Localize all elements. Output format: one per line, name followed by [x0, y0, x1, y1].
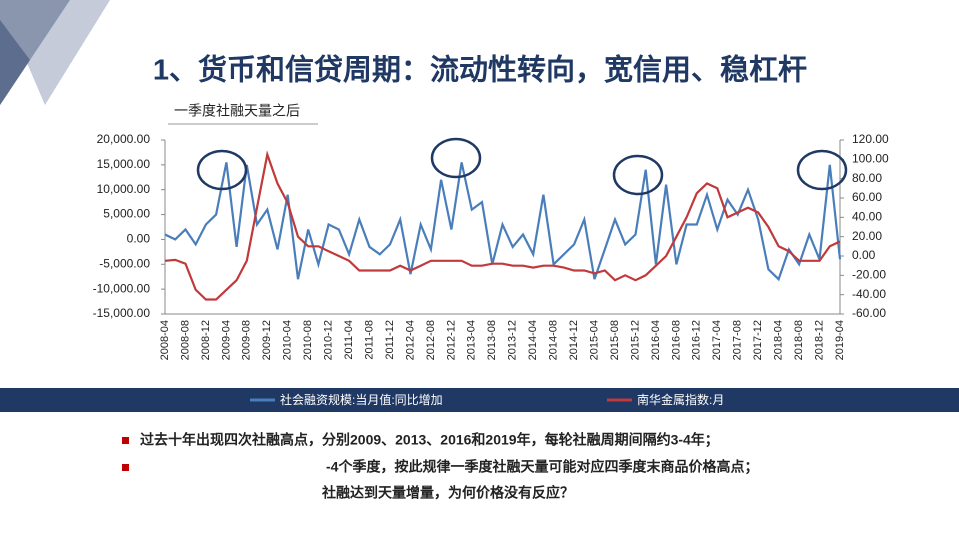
- annotation-circles: [196, 137, 848, 196]
- x-tick-label: 2016-12: [691, 320, 703, 360]
- x-tick-label: 2008-12: [200, 320, 212, 360]
- x-tick-label: 2011-04: [343, 320, 355, 360]
- y-tick-label: -10,000.00: [93, 281, 151, 295]
- circle: [430, 137, 482, 179]
- x-tick-label: 2013-08: [486, 320, 498, 360]
- y2-tick-label: 80.00: [852, 171, 882, 185]
- x-tick-label: 2008-08: [179, 320, 191, 360]
- x-tick-label: 2011-12: [384, 320, 396, 360]
- x-tick-label: 2011-08: [363, 320, 375, 360]
- x-tick-label: 2012-08: [425, 320, 437, 360]
- subtitle: 一季度社融天量之后: [174, 103, 300, 119]
- legend-band: [0, 388, 959, 412]
- legend-label: 南华金属指数:月: [637, 392, 724, 407]
- x-tick-label: 2009-12: [261, 320, 273, 360]
- y-tick-label: 15,000.00: [97, 157, 151, 171]
- x-tick-label: 2017-04: [711, 320, 723, 360]
- x-tick-label: 2018-12: [813, 320, 825, 360]
- circle: [196, 149, 248, 191]
- y2-tick-label: 100.00: [852, 152, 889, 166]
- legend-label: 社会融资规模:当月值:同比增加: [280, 392, 443, 407]
- y-tick-label: -15,000.00: [93, 306, 151, 320]
- y2-tick-label: -60.00: [852, 306, 886, 320]
- x-tick-label: 2014-08: [548, 320, 560, 360]
- bullet-text: 社融达到天量增量，为何价格没有反应？: [321, 485, 574, 501]
- x-tick-label: 2014-12: [568, 320, 580, 360]
- x-tick-label: 2017-12: [752, 320, 764, 360]
- y2-tick-label: -20.00: [852, 268, 886, 282]
- x-tick-label: 2018-04: [773, 320, 785, 360]
- x-tick-label: 2015-04: [588, 320, 600, 360]
- bullet: [122, 437, 129, 444]
- y2-tick-label: 0.00: [852, 248, 876, 262]
- x-tick-label: 2014-04: [527, 320, 539, 360]
- x-tick-label: 2015-12: [629, 320, 641, 360]
- x-tick-label: 2013-12: [507, 320, 519, 360]
- x-tick-label: 2019-04: [834, 320, 846, 360]
- x-tick-label: 2017-08: [732, 320, 744, 360]
- y2-tick-label: 120.00: [852, 132, 889, 146]
- y-tick-label: 5,000.00: [103, 207, 150, 221]
- x-tick-label: 2018-08: [793, 320, 805, 360]
- x-tick-label: 2010-04: [282, 320, 294, 360]
- x-tick-label: 2013-04: [466, 320, 478, 360]
- x-tick-label: 2008-04: [159, 320, 171, 360]
- y-tick-label: 20,000.00: [97, 132, 151, 146]
- x-tick-label: 2016-08: [670, 320, 682, 360]
- circle: [612, 154, 664, 196]
- x-tick-label: 2009-08: [241, 320, 253, 360]
- x-tick-label: 2016-04: [650, 320, 662, 360]
- x-tick-label: 2012-12: [445, 320, 457, 360]
- y2-tick-label: 40.00: [852, 210, 882, 224]
- circle: [796, 149, 848, 191]
- series-line: [164, 162, 842, 282]
- bullet: [122, 464, 129, 471]
- bullet-text: -4个季度，按此规律一季度社融天量可能对应四季度末商品价格高点；: [326, 459, 758, 476]
- x-tick-label: 2010-12: [323, 320, 335, 360]
- y-tick-label: -5,000.00: [99, 256, 150, 270]
- y-tick-label: 0.00: [127, 232, 151, 246]
- slide-title: 1、货币和信贷周期：流动性转向，宽信用、稳杠杆: [153, 53, 807, 87]
- y2-tick-label: -40.00: [852, 287, 886, 301]
- series-line: [164, 150, 841, 301]
- y2-tick-label: 60.00: [852, 190, 882, 204]
- x-tick-label: 2009-04: [220, 320, 232, 360]
- bullet-text: 过去十年出现四次社融高点，分别2009、2013、2016和2019年，每轮社融…: [140, 432, 719, 449]
- decor: [0, 20, 30, 105]
- x-tick-label: 2010-08: [302, 320, 314, 360]
- y2-tick-label: 20.00: [852, 229, 882, 243]
- x-tick-label: 2015-08: [609, 320, 621, 360]
- y-tick-label: 10,000.00: [97, 182, 151, 196]
- x-tick-label: 2012-04: [404, 320, 416, 360]
